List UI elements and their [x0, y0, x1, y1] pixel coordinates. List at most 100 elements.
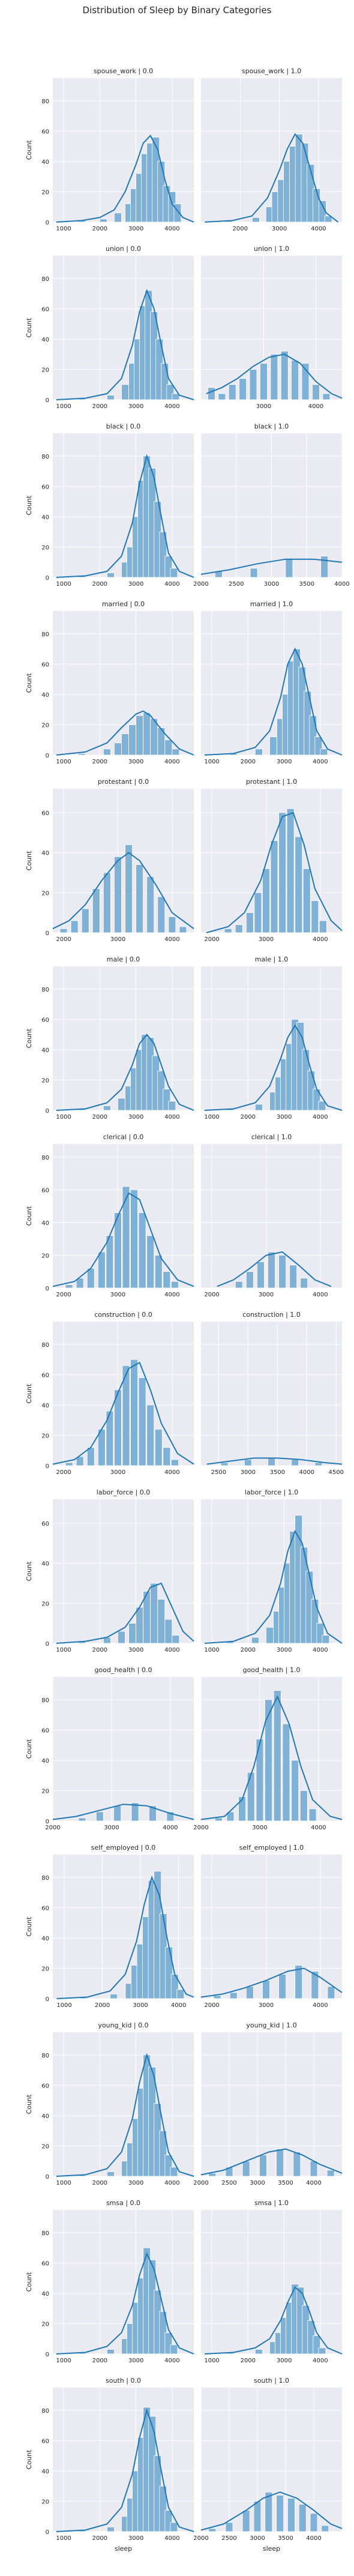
- histogram-bar: [247, 1772, 255, 1822]
- x-tick-label: 1000: [56, 403, 71, 410]
- histogram-bar: [320, 556, 329, 578]
- kde-line: [56, 1582, 194, 1644]
- histogram-bar: [170, 1459, 179, 1466]
- x-tick-label: 2000: [56, 936, 71, 943]
- histogram-bar: [311, 1971, 319, 1999]
- y-tick-label: 40: [41, 159, 49, 166]
- histogram-bar: [121, 733, 129, 756]
- histogram-bar: [276, 2494, 284, 2532]
- histogram-bar: [295, 836, 303, 933]
- x-tick-label: 3000: [250, 2180, 265, 2186]
- y-tick-label: 60: [41, 810, 49, 817]
- x-tick-label: 4000: [171, 2002, 186, 2009]
- kde-line: [56, 2252, 194, 2355]
- histogram-bar: [146, 1235, 155, 1289]
- histogram-bar: [163, 1447, 171, 1466]
- panel-smsa-1-0: 1000 2000 3000 4000 smsa | 1.0: [201, 2199, 343, 2364]
- panel-title: self_employed | 1.0: [239, 1844, 304, 1852]
- panel-title: self_employed | 0.0: [91, 1844, 156, 1852]
- x-tick-label: 3000: [133, 2002, 148, 2009]
- histogram-bar: [268, 1251, 275, 1289]
- panel-title: south | 1.0: [254, 2377, 289, 2385]
- x-tick-label: 2000: [92, 403, 107, 410]
- histogram-bar: [172, 393, 180, 400]
- panel-labor-force-1-0: 1000 2000 3000 4000 labor_force | 1.0: [201, 1488, 343, 1654]
- histogram-bar: [318, 2347, 326, 2355]
- x-tick-label: 1000: [204, 2358, 219, 2364]
- histogram-bar: [65, 1284, 73, 1289]
- x-tick-label: 2000: [204, 1292, 219, 1298]
- y-tick-label: 80: [41, 2408, 49, 2415]
- kde-line: [56, 454, 194, 578]
- kde-line: [200, 558, 343, 575]
- histogram-bar: [172, 748, 180, 756]
- x-tick-label: 3000: [259, 1292, 274, 1298]
- y-tick-label: 20: [41, 367, 49, 373]
- histogram-bar: [170, 568, 178, 578]
- panel-union-0-0: 0 20 40 60 80 1000 2000 3000 4000 union | 0.0 Coun…: [25, 245, 194, 410]
- kde-line: [217, 1251, 332, 1287]
- x-tick-label: 2500: [229, 581, 244, 588]
- y-tick-label: 60: [41, 128, 49, 135]
- x-tick-label: 4000: [313, 1647, 328, 1654]
- x-tick-label: 2000: [92, 581, 107, 588]
- y-tick-label: 60: [41, 1905, 49, 1912]
- y-tick-label: 40: [41, 337, 49, 343]
- y-tick-label: 0: [46, 2174, 49, 2180]
- histogram-bar: [157, 1599, 166, 1644]
- panel-background: [201, 966, 342, 1110]
- x-tick-label: 2000: [92, 2180, 107, 2186]
- histogram-bar: [168, 916, 176, 933]
- panel-black-1-0: 2000 2500 3000 3500 4000 black | 1.0: [193, 423, 349, 588]
- x-tick-label: 3500: [270, 1469, 285, 1476]
- y-axis-label: Count: [25, 495, 33, 515]
- histogram-bar: [265, 1699, 273, 1822]
- histogram-bar: [157, 896, 166, 933]
- panel-title: black | 1.0: [254, 423, 289, 430]
- x-tick-label: 4000: [164, 1469, 179, 1476]
- y-axis-label: Count: [25, 2449, 33, 2469]
- y-tick-label: 20: [41, 1788, 49, 1795]
- y-tick-label: 40: [41, 2469, 49, 2475]
- y-axis-label: Count: [25, 673, 33, 693]
- x-tick-label: 1000: [56, 759, 71, 765]
- histogram-bar: [282, 1723, 290, 1822]
- histogram-bar: [285, 559, 293, 578]
- x-axis-label: sleep: [263, 2545, 280, 2553]
- y-tick-label: 80: [41, 631, 49, 638]
- histogram-bar: [92, 888, 100, 933]
- panel-background: [201, 1322, 342, 1466]
- histogram-bar: [238, 1796, 246, 1822]
- histogram-bar: [118, 1098, 125, 1111]
- histogram-bar: [107, 2527, 115, 2532]
- y-axis-label: Count: [25, 140, 33, 160]
- histogram-bar: [172, 1635, 180, 1644]
- kde-line: [206, 811, 343, 933]
- histogram-bar: [176, 1989, 185, 1999]
- y-tick-label: 0: [46, 930, 49, 937]
- figure-title: Distribution of Sleep by Binary Categori…: [82, 5, 272, 16]
- histogram-bar: [97, 1428, 106, 1466]
- histogram-bar: [114, 1389, 122, 1466]
- histogram-bar: [228, 384, 236, 400]
- histogram-bar: [103, 1106, 111, 1111]
- histogram-bar: [107, 573, 115, 578]
- y-tick-label: 20: [41, 2143, 49, 2150]
- y-tick-label: 40: [41, 1403, 49, 1409]
- x-tick-label: 4000: [163, 1825, 178, 1831]
- kde-line: [200, 2491, 343, 2531]
- histogram-bar: [268, 1457, 275, 1466]
- y-axis-label: Count: [25, 1916, 33, 1936]
- x-tick-label: 4000: [313, 1114, 328, 1121]
- panel-good-health-1-0: 2000 3000 4000 good_health | 1.0: [193, 1666, 343, 1831]
- x-tick-label: 2000: [92, 759, 107, 765]
- panel-background: [201, 1855, 342, 1999]
- histogram-bar: [136, 1607, 144, 1644]
- y-tick-label: 20: [41, 1966, 49, 1972]
- y-tick-label: 40: [41, 850, 49, 857]
- histogram-bar: [289, 1265, 298, 1289]
- panel-title: spouse_work | 0.0: [94, 67, 153, 75]
- y-tick-label: 0: [46, 753, 49, 759]
- x-tick-label: 2000: [193, 581, 208, 588]
